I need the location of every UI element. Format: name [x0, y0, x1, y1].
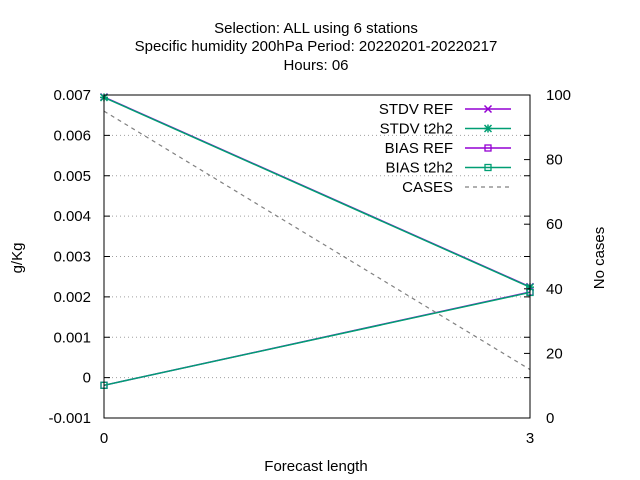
- x-tick-label: 0: [100, 430, 108, 447]
- y2-tick-label: 0: [546, 410, 554, 427]
- series-stdv-t2h2: [99, 93, 535, 292]
- x-tick-label: 3: [526, 430, 534, 447]
- legend-marker: [484, 144, 492, 152]
- plot-series: [99, 92, 535, 389]
- legend-marker: [484, 163, 492, 172]
- legend-entry: STDV REF: [379, 101, 511, 118]
- legend-label: STDV REF: [379, 101, 453, 118]
- legend-entry: BIAS t2h2: [385, 160, 511, 177]
- series-bias-t2h2: [100, 288, 534, 389]
- y-axis-left: -0.001 0 0.001 0.002 0.003 0.004 0.005 0.006 0.0…: [48, 87, 530, 427]
- y-tick-label: 0.007: [53, 87, 91, 104]
- legend-marker: [483, 104, 493, 114]
- y-tick-label: 0.003: [53, 249, 91, 266]
- legend-label: BIAS REF: [385, 140, 453, 157]
- y2-tick-label: 20: [546, 345, 563, 362]
- y2-tick-label: 80: [546, 152, 563, 169]
- title-line-2: Specific humidity 200hPa Period: 2022020…: [135, 38, 498, 55]
- title-line-1: Selection: ALL using 6 stations: [214, 20, 418, 37]
- y-tick-label: 0.002: [53, 289, 91, 306]
- y-tick-label: -0.001: [48, 410, 91, 427]
- series-cases: [103, 110, 531, 371]
- legend-label: BIAS t2h2: [385, 160, 453, 177]
- x-axis-label: Forecast length: [264, 458, 367, 475]
- chart-title: Selection: ALL using 6 stations Specific…: [135, 20, 498, 74]
- y-tick-label: 0.004: [53, 208, 91, 225]
- series-line: [103, 96, 531, 288]
- y2-axis-label: No cases: [591, 227, 608, 290]
- y-tick-label: 0.001: [53, 329, 91, 346]
- y2-tick-label: 40: [546, 281, 563, 298]
- legend: STDV REF STDV t2h2 BIAS REF BIAS t2h2 CASES: [379, 101, 511, 196]
- legend-entry: CASES: [402, 179, 511, 196]
- series-line: [103, 291, 531, 387]
- title-line-3: Hours: 06: [283, 57, 348, 74]
- legend-label: CASES: [402, 179, 453, 196]
- legend-label: STDV t2h2: [380, 121, 453, 138]
- grid: [104, 134, 530, 379]
- y-axis-label: g/Kg: [9, 243, 26, 274]
- y2-tick-label: 60: [546, 216, 563, 233]
- y-tick-label: 0.006: [53, 127, 91, 144]
- y-tick-label: 0: [83, 370, 91, 387]
- legend-entry: STDV t2h2: [380, 121, 511, 138]
- legend-entry: BIAS REF: [385, 140, 511, 157]
- y-axis-right: 0 20 40 60 80 100: [524, 87, 571, 427]
- series-line: [103, 110, 531, 371]
- y-tick-label: 0.005: [53, 168, 91, 185]
- y2-tick-label: 100: [546, 87, 571, 104]
